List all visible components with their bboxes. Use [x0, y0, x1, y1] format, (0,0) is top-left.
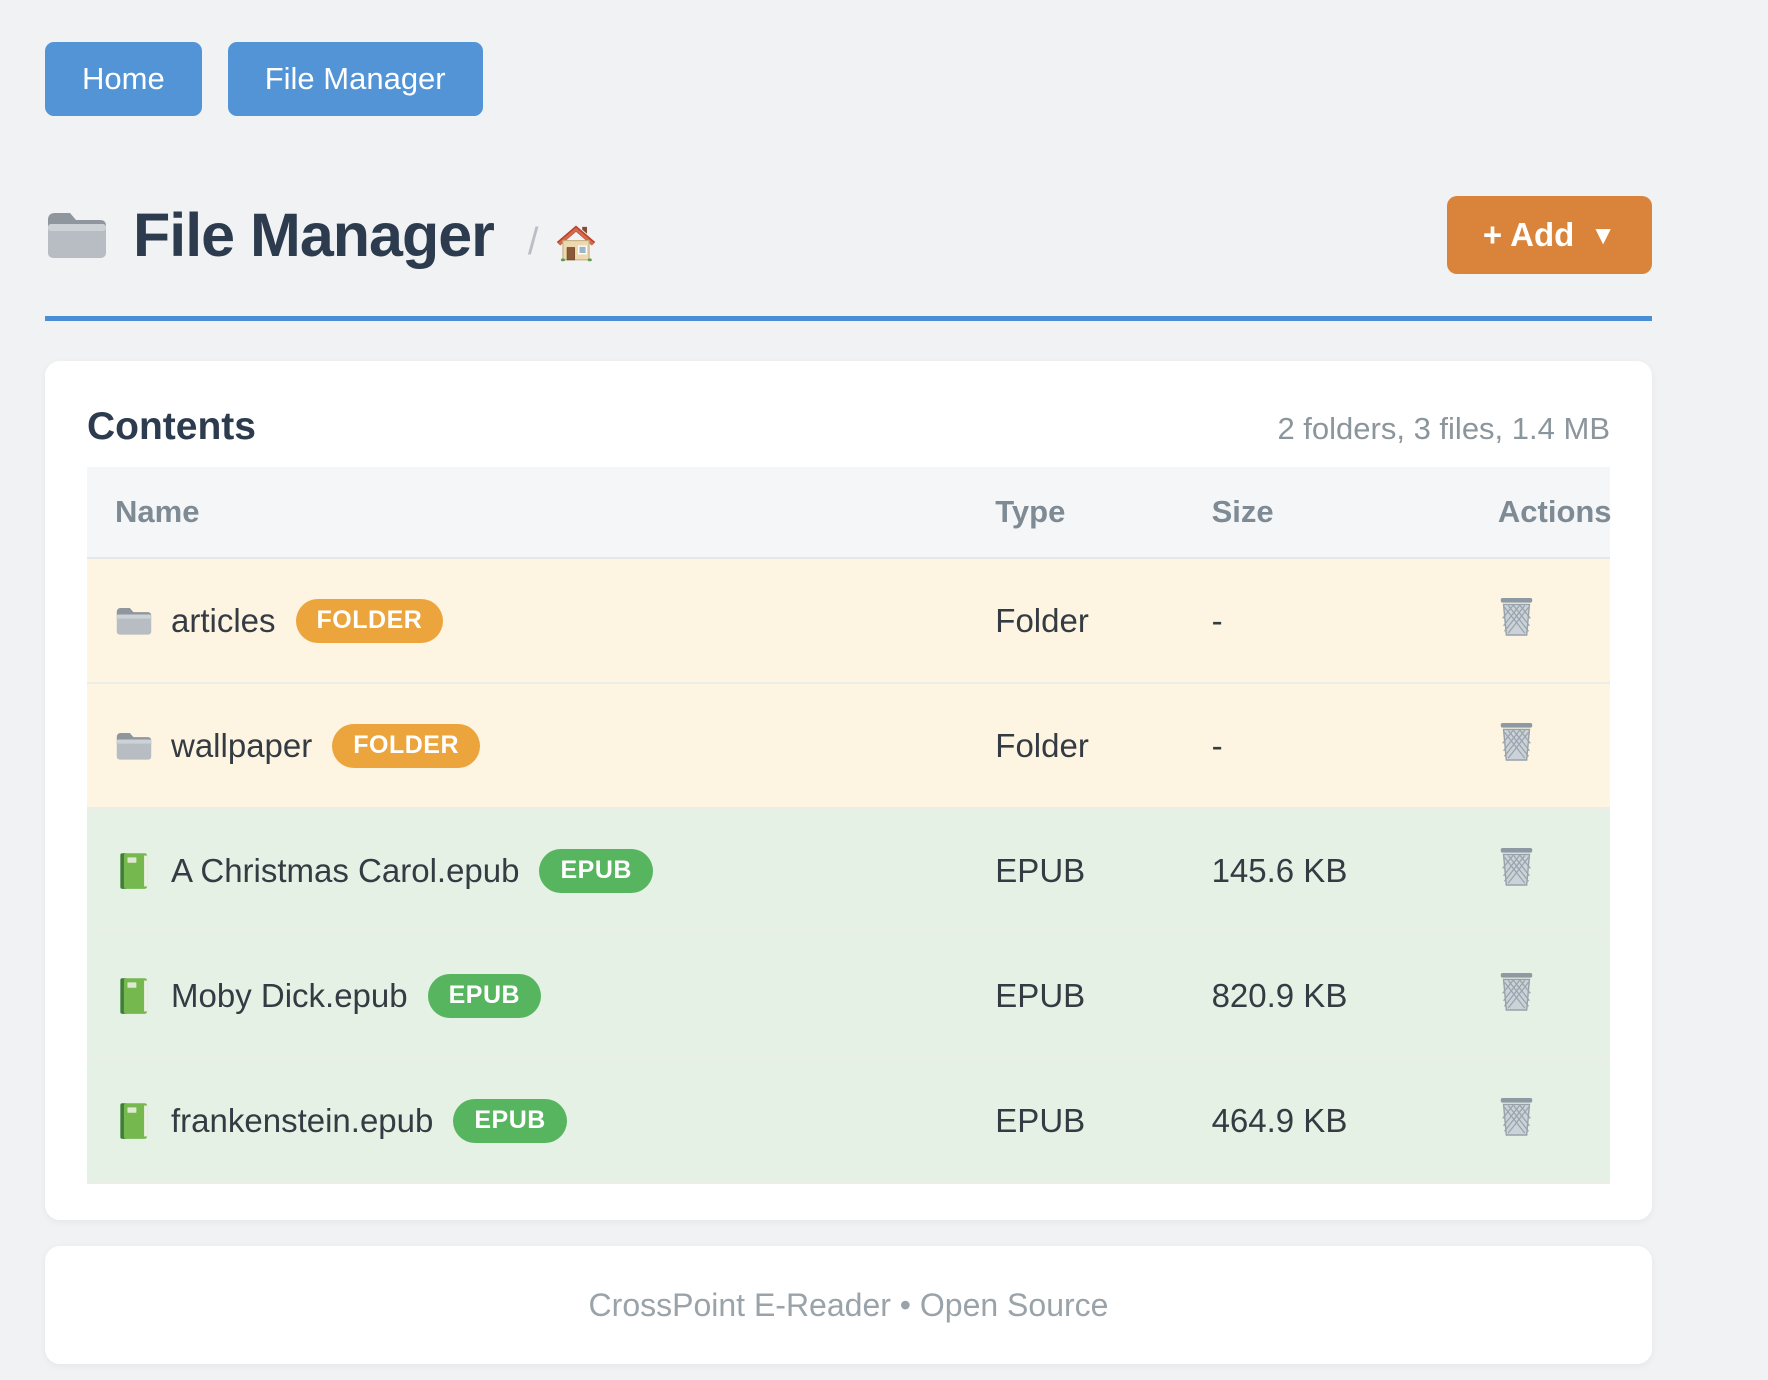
column-header-actions: Actions: [1469, 467, 1612, 560]
file-name[interactable]: Moby Dick.epub: [171, 976, 408, 1014]
file-type: Folder: [967, 683, 1184, 810]
chevron-down-icon: ▼: [1590, 219, 1616, 250]
delete-button[interactable]: [1498, 846, 1535, 887]
contents-heading: Contents: [87, 405, 256, 449]
table-row: articles FOLDER Folder -: [87, 558, 1610, 685]
table-row: Moby Dick.epub EPUB EPUB 820.9 KB: [87, 933, 1610, 1060]
file-type-badge: EPUB: [427, 973, 542, 1019]
table-row: frankenstein.epub EPUB EPUB 464.9 KB: [87, 1058, 1610, 1185]
folder-icon: [116, 607, 152, 635]
delete-button[interactable]: [1498, 1096, 1535, 1137]
delete-button[interactable]: [1498, 971, 1535, 1012]
footer: CrossPoint E-Reader • Open Source: [45, 1246, 1652, 1365]
file-type: EPUB: [967, 1058, 1184, 1185]
book-icon: [120, 853, 148, 889]
column-header-name: Name: [87, 467, 968, 560]
file-table-body: articles FOLDER Folder -: [87, 558, 1610, 1185]
contents-summary: 2 folders, 3 files, 1.4 MB: [1277, 411, 1610, 447]
file-type-badge: EPUB: [453, 1098, 567, 1144]
contents-card: Contents 2 folders, 3 files, 1.4 MB Name…: [45, 361, 1652, 1221]
file-table: Name Type Size Actions: [87, 467, 1612, 1185]
file-name[interactable]: articles: [171, 601, 276, 639]
header-divider: [45, 316, 1652, 322]
breadcrumb-separator: /: [527, 220, 539, 263]
trash-icon: [1500, 723, 1533, 762]
file-type-badge: EPUB: [539, 848, 653, 894]
breadcrumb: /: [528, 221, 599, 264]
page-header: File Manager / + Add ▼: [45, 196, 1652, 275]
file-manager-button[interactable]: File Manager: [227, 42, 483, 117]
table-row: A Christmas Carol.epub EPUB EPUB 145.6 K…: [87, 808, 1610, 935]
folder-icon: [116, 732, 152, 760]
file-size: 820.9 KB: [1183, 933, 1470, 1060]
trash-icon: [1500, 973, 1533, 1012]
delete-button[interactable]: [1498, 721, 1535, 762]
book-icon: [120, 1103, 148, 1139]
table-row: wallpaper FOLDER Folder -: [87, 683, 1610, 810]
file-name[interactable]: A Christmas Carol.epub: [171, 851, 520, 889]
file-name[interactable]: frankenstein.epub: [171, 1101, 434, 1139]
add-button[interactable]: + Add ▼: [1446, 196, 1652, 275]
trash-icon: [1500, 848, 1533, 887]
trash-icon: [1500, 1098, 1533, 1137]
top-nav: Home File Manager: [45, 42, 1652, 117]
file-size: -: [1183, 558, 1470, 685]
folder-icon: [48, 213, 106, 259]
file-name[interactable]: wallpaper: [171, 726, 313, 764]
file-size: 464.9 KB: [1183, 1058, 1470, 1185]
table-header-row: Name Type Size Actions: [87, 467, 1612, 560]
file-type: EPUB: [967, 808, 1184, 935]
file-size: 145.6 KB: [1183, 808, 1470, 935]
footer-text: CrossPoint E-Reader • Open Source: [588, 1286, 1109, 1323]
file-type: EPUB: [967, 933, 1184, 1060]
home-button[interactable]: Home: [45, 42, 202, 117]
column-header-size: Size: [1183, 467, 1470, 560]
file-type-badge: FOLDER: [332, 723, 481, 769]
page-title: File Manager: [133, 200, 495, 269]
add-button-label: + Add: [1482, 216, 1575, 254]
trash-icon: [1500, 598, 1533, 637]
file-type: Folder: [967, 558, 1184, 685]
delete-button[interactable]: [1498, 596, 1535, 637]
column-header-type: Type: [967, 467, 1184, 560]
file-type-badge: FOLDER: [295, 598, 444, 644]
home-icon[interactable]: [554, 221, 598, 263]
book-icon: [120, 978, 148, 1014]
file-size: -: [1183, 683, 1470, 810]
